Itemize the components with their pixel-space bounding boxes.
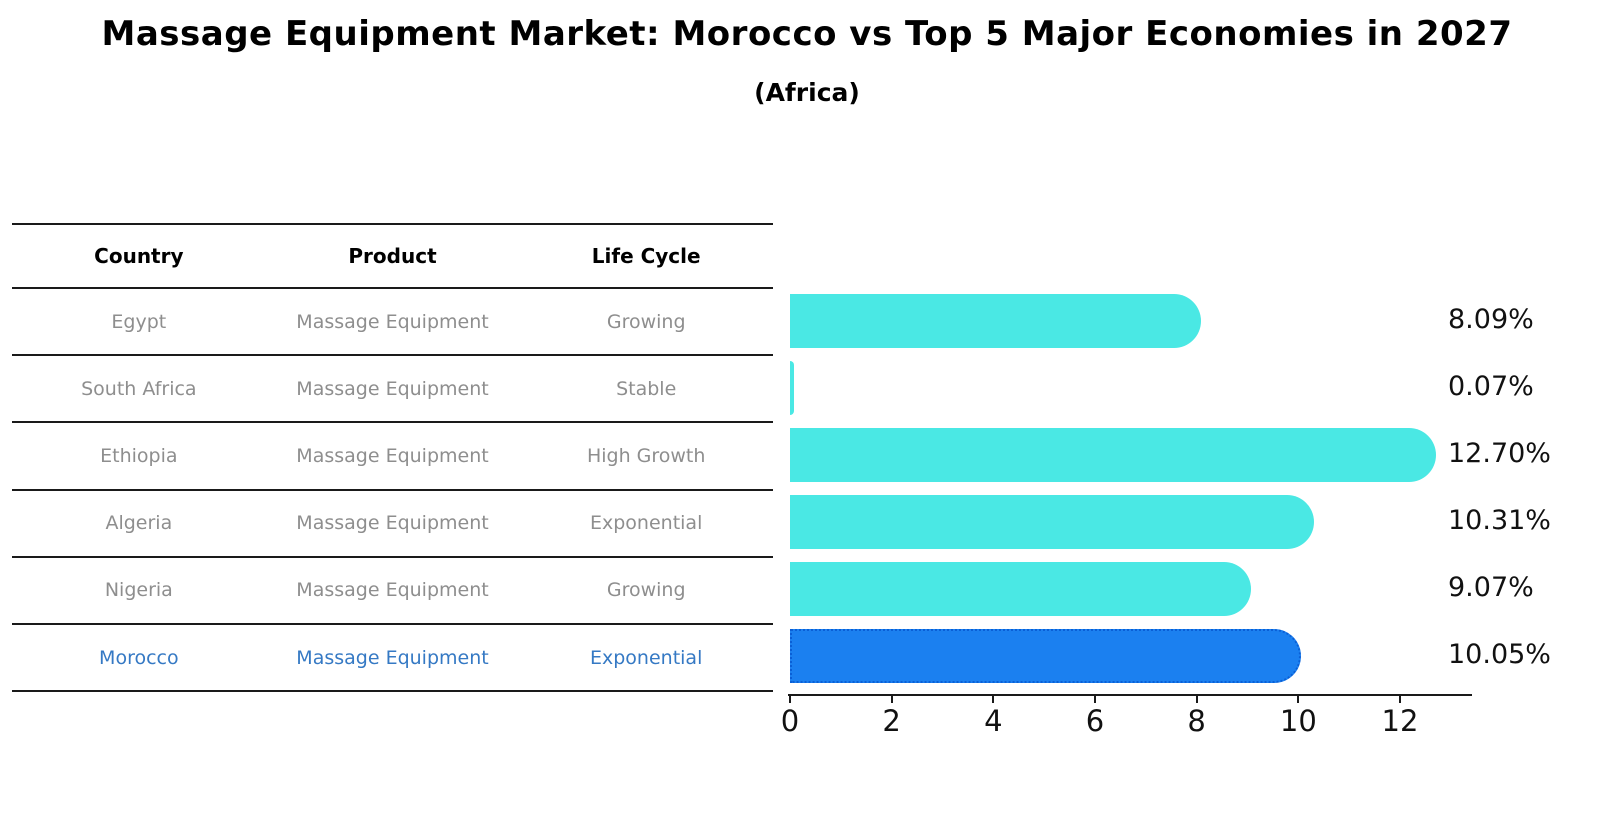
bar-ethiopia bbox=[790, 427, 1436, 482]
table-header-row: Country Product Life Cycle bbox=[12, 225, 773, 289]
value-label: 0.07% bbox=[1448, 370, 1534, 402]
cell-product: Massage Equipment bbox=[296, 444, 489, 467]
x-tick-label: 2 bbox=[882, 704, 901, 738]
cell-product: Massage Equipment bbox=[296, 377, 489, 400]
cell-product: Massage Equipment bbox=[296, 579, 489, 602]
table-row: Nigeria Massage Equipment Growing bbox=[12, 558, 773, 625]
x-axis-line bbox=[788, 694, 1472, 696]
cell-life_cycle: High Growth bbox=[586, 444, 706, 467]
bar-south-africa bbox=[790, 360, 794, 415]
value-label: 9.07% bbox=[1448, 572, 1534, 604]
cell-life_cycle: Growing bbox=[606, 579, 686, 602]
x-tick-mark bbox=[789, 694, 791, 703]
cell-country: Morocco bbox=[99, 646, 179, 669]
country-table: Country Product Life Cycle Egypt Massage … bbox=[12, 223, 773, 693]
x-tick-mark bbox=[890, 694, 893, 703]
x-tick-mark bbox=[992, 694, 995, 703]
x-tick-mark bbox=[1093, 694, 1096, 703]
value-label: 8.09% bbox=[1448, 303, 1534, 335]
bar-algeria bbox=[790, 495, 1315, 550]
x-tick-mark bbox=[1195, 694, 1198, 703]
cell-life_cycle: Exponential bbox=[590, 512, 703, 535]
cell-country: Algeria bbox=[105, 512, 173, 535]
cell-product: Massage Equipment bbox=[296, 512, 489, 535]
table-body: Egypt Massage Equipment Growing South Afric… bbox=[12, 289, 773, 693]
cell-country: Ethiopia bbox=[100, 444, 178, 467]
table-row: Egypt Massage Equipment Growing bbox=[12, 289, 773, 357]
table-row: Ethiopia Massage Equipment High Growth bbox=[12, 423, 773, 491]
cell-life_cycle: Growing bbox=[606, 310, 686, 333]
cell-country: South Africa bbox=[81, 377, 197, 400]
x-tick-mark bbox=[1398, 694, 1401, 703]
table-row: Morocco Massage Equipment Exponential bbox=[12, 625, 773, 693]
bar-highlight-morocco bbox=[790, 629, 1301, 684]
x-tick-label: 10 bbox=[1279, 704, 1317, 738]
value-label: 10.05% bbox=[1448, 639, 1551, 671]
x-tick-label: 6 bbox=[1085, 704, 1105, 738]
value-label: 10.31% bbox=[1448, 505, 1551, 537]
x-tick-label: 8 bbox=[1187, 704, 1206, 738]
value-label: 12.70% bbox=[1448, 437, 1551, 469]
table-row: South Africa Massage Equipment Stable bbox=[12, 356, 773, 424]
x-tick-label: 0 bbox=[780, 704, 800, 738]
chart-title: Massage Equipment Market: Morocco vs Top… bbox=[101, 14, 1513, 54]
cell-life_cycle: Stable bbox=[616, 377, 677, 400]
x-tick-label: 12 bbox=[1381, 704, 1419, 738]
x-tick-mark bbox=[1297, 694, 1300, 703]
column-header-country: Country bbox=[94, 244, 184, 268]
cell-country: Nigeria bbox=[104, 579, 173, 602]
cell-country: Egypt bbox=[111, 310, 167, 333]
cell-product: Massage Equipment bbox=[296, 646, 489, 669]
cell-life_cycle: Exponential bbox=[590, 646, 703, 669]
chart-subtitle: (Africa) bbox=[754, 78, 860, 107]
cell-product: Massage Equipment bbox=[296, 310, 489, 333]
x-tick-label: 4 bbox=[984, 704, 1003, 738]
bar-nigeria bbox=[790, 562, 1252, 617]
column-header-lifecycle: Life Cycle bbox=[591, 244, 701, 268]
column-header-product: Product bbox=[348, 244, 437, 268]
bar-egypt bbox=[790, 293, 1202, 348]
table-row: Algeria Massage Equipment Exponential bbox=[12, 491, 773, 558]
